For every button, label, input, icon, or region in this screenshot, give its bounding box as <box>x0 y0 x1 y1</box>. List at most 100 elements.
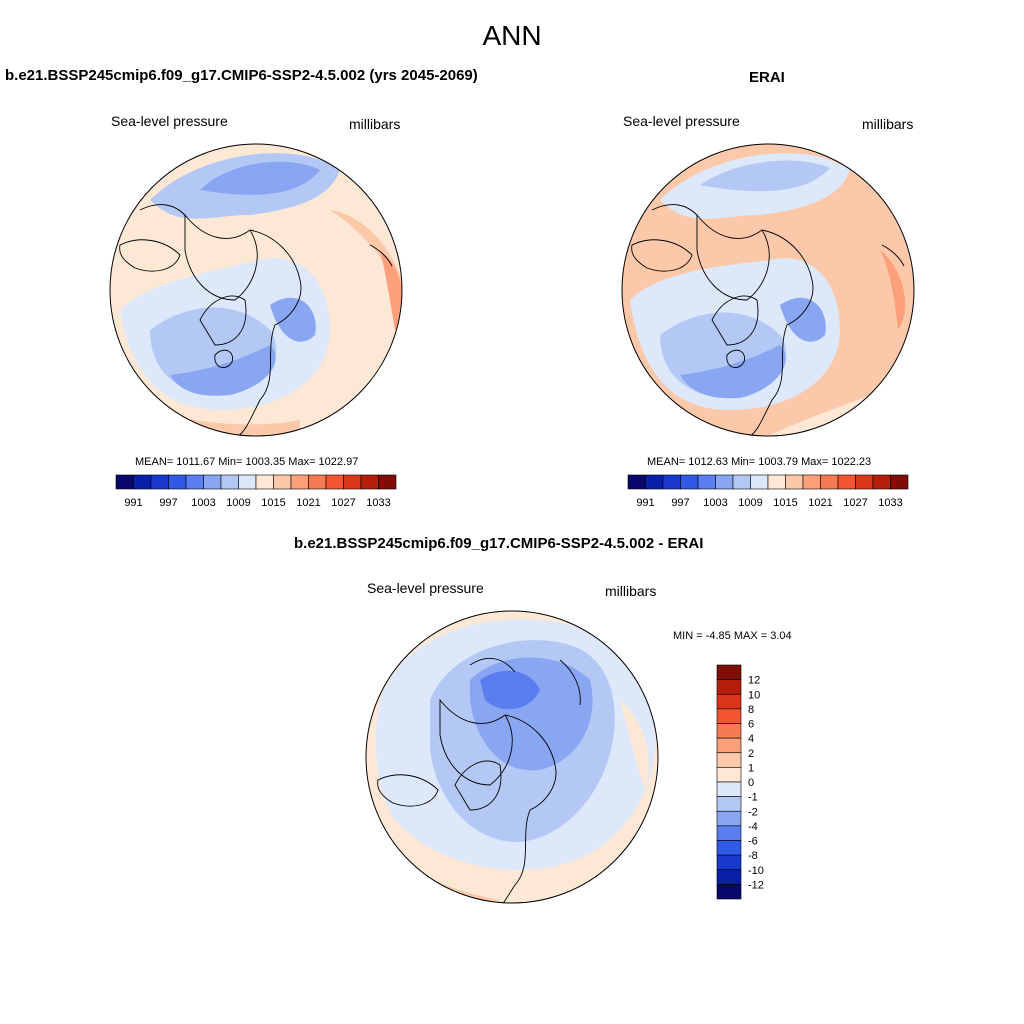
diff-colorbar-box <box>716 752 742 768</box>
obs-colorbar-box <box>627 474 646 490</box>
obs-colorbar-box <box>662 474 681 490</box>
model-colorbar: 991 997 1003 1009 1015 1021 1027 1033 <box>115 474 397 509</box>
obs-colorbar-label: 991 <box>636 497 654 509</box>
diff-colorbar-label: 12 <box>748 675 760 687</box>
obs-colorbar-label: 1027 <box>843 497 867 509</box>
obs-map-border <box>621 143 915 437</box>
model-colorbar-box <box>255 474 274 490</box>
diff-colorbar-label: 4 <box>748 733 754 745</box>
diff-colorbar-label: -6 <box>748 836 758 848</box>
diff-colorbar-label: -8 <box>748 850 758 862</box>
obs-colorbar-box <box>855 474 874 490</box>
diff-colorbar-box <box>716 869 742 885</box>
obs-colorbar-label: 1015 <box>773 497 797 509</box>
obs-map <box>622 144 914 436</box>
diff-units-label: millibars <box>605 583 657 599</box>
diff-colorbar-box <box>716 840 742 856</box>
obs-stats: MEAN= 1012.63 Min= 1003.79 Max= 1022.23 <box>647 456 872 468</box>
model-colorbar-box <box>133 474 152 490</box>
obs-colorbar-box <box>820 474 839 490</box>
diff-colorbar-box <box>716 723 742 739</box>
model-units-label: millibars <box>349 116 401 132</box>
obs-colorbar-box <box>750 474 769 490</box>
model-colorbar-box <box>290 474 309 490</box>
obs-colorbar-box <box>872 474 891 490</box>
model-colorbar-label: 991 <box>124 497 142 509</box>
diff-map <box>366 611 658 903</box>
diff-colorbar-box <box>716 737 742 754</box>
diff-colorbar-label: -12 <box>748 879 764 891</box>
model-colorbar-label: 1009 <box>226 497 250 509</box>
obs-units-label: millibars <box>862 116 914 132</box>
diff-colorbar-label: 2 <box>748 748 754 760</box>
diff-colorbar-label: 10 <box>748 689 760 701</box>
model-panel-title: b.e21.BSSP245cmip6.f09_g17.CMIP6-SSP2-4.… <box>5 67 478 84</box>
model-colorbar-box <box>203 474 222 490</box>
model-colorbar-box <box>150 474 169 490</box>
diff-colorbar-box <box>716 854 742 871</box>
diff-colorbar-label: 0 <box>748 777 754 789</box>
diff-map-border <box>365 610 659 904</box>
diff-colorbar-box <box>716 693 742 710</box>
obs-panel-title: ERAI <box>749 69 785 86</box>
diff-colorbar-box <box>716 708 742 724</box>
diff-colorbar-label: 1 <box>748 762 754 774</box>
model-colorbar-box <box>360 474 379 490</box>
obs-colorbar-label: 1021 <box>808 497 832 509</box>
obs-colorbar: 991 997 1003 1009 1015 1021 1027 1033 <box>627 474 909 509</box>
obs-variable-label: Sea-level pressure <box>623 113 740 129</box>
obs-colorbar-label: 997 <box>671 497 689 509</box>
model-colorbar-box <box>325 474 344 490</box>
diff-variable-label: Sea-level pressure <box>367 580 484 596</box>
obs-colorbar-box <box>767 474 786 490</box>
diff-colorbar-box <box>716 679 742 695</box>
obs-colorbar-box <box>785 474 804 490</box>
diff-colorbar-label: 6 <box>748 719 754 731</box>
obs-colorbar-label: 1009 <box>738 497 762 509</box>
diff-colorbar-label: -10 <box>748 865 764 877</box>
obs-colorbar-box <box>680 474 699 490</box>
model-colorbar-box <box>220 474 239 490</box>
diff-colorbar-box <box>716 825 742 841</box>
model-colorbar-label: 1033 <box>366 497 390 509</box>
model-colorbar-box <box>378 474 397 490</box>
diff-colorbar-label: -4 <box>748 821 758 833</box>
obs-colorbar-box <box>697 474 716 490</box>
diff-colorbar-box <box>716 767 742 783</box>
model-variable-label: Sea-level pressure <box>111 113 228 129</box>
model-colorbar-box <box>273 474 292 490</box>
model-colorbar-box <box>308 474 327 490</box>
figure-title: ANN <box>482 20 542 51</box>
obs-colorbar-box <box>732 474 751 490</box>
model-colorbar-box <box>343 474 362 490</box>
obs-colorbar-box <box>890 474 909 490</box>
diff-stats: MIN = -4.85 MAX = 3.04 <box>673 630 792 642</box>
model-map-border <box>109 143 403 437</box>
model-colorbar-box <box>168 474 187 490</box>
obs-colorbar-box <box>715 474 734 490</box>
model-colorbar-label: 1021 <box>296 497 320 509</box>
obs-colorbar-box <box>645 474 664 490</box>
diff-panel-title: b.e21.BSSP245cmip6.f09_g17.CMIP6-SSP2-4.… <box>294 535 704 552</box>
model-map <box>110 144 402 436</box>
model-stats: MEAN= 1011.67 Min= 1003.35 Max= 1022.97 <box>135 456 359 468</box>
obs-colorbar-box <box>802 474 821 490</box>
diff-colorbar-box <box>716 664 742 680</box>
model-colorbar-label: 997 <box>159 497 177 509</box>
diff-colorbar-label: -1 <box>748 792 758 804</box>
diff-colorbar-box <box>716 810 742 827</box>
diff-colorbar-label: 8 <box>748 704 754 716</box>
diff-colorbar-label: -2 <box>748 806 758 818</box>
obs-colorbar-label: 1033 <box>878 497 902 509</box>
obs-colorbar-label: 1003 <box>703 497 727 509</box>
model-colorbar-box <box>115 474 134 490</box>
model-colorbar-box <box>238 474 257 490</box>
model-colorbar-label: 1015 <box>261 497 285 509</box>
model-colorbar-label: 1027 <box>331 497 355 509</box>
obs-colorbar-box <box>837 474 856 490</box>
model-colorbar-box <box>185 474 204 490</box>
model-colorbar-label: 1003 <box>191 497 215 509</box>
diff-colorbar-box <box>716 884 742 900</box>
